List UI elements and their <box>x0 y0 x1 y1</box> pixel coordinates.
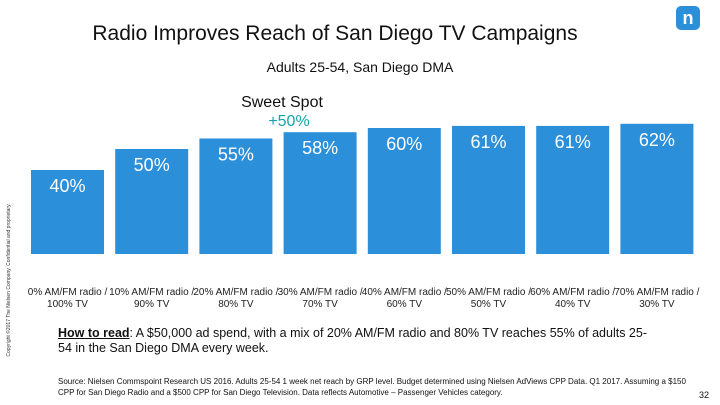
logo: n <box>683 8 694 28</box>
bar <box>199 138 273 254</box>
copyright: Copyright ©2017 The Nielsen Company. Con… <box>5 203 12 356</box>
value-label: 61% <box>555 132 591 152</box>
how-to-read-label: How to read <box>58 326 130 340</box>
bar <box>115 149 189 254</box>
value-label: 62% <box>639 130 675 150</box>
value-label: 40% <box>49 176 85 196</box>
annotation-value: +50% <box>268 113 309 130</box>
x-tick-label: 0% AM/FM radio / 100% TV <box>27 287 108 310</box>
value-label: 55% <box>218 145 254 165</box>
x-tick-label: 50% AM/FM radio / 50% TV <box>445 287 532 310</box>
value-label: 61% <box>470 132 506 152</box>
value-label: 50% <box>134 155 170 175</box>
bar <box>283 132 357 254</box>
chart-title: Radio Improves Reach of San Diego TV Cam… <box>92 22 577 45</box>
x-tick-label: 60% AM/FM radio / 40% TV <box>530 287 616 310</box>
bar <box>620 123 694 254</box>
x-tick-label: 30% AM/FM radio / 70% TV <box>277 287 363 310</box>
x-tick-label: 40% AM/FM radio / 60% TV <box>361 287 447 310</box>
how-to-read-text: : A $50,000 ad spend, with a mix of 20% … <box>58 326 647 355</box>
bar <box>367 128 441 254</box>
bar <box>536 125 610 255</box>
x-tick-label: 70% AM/FM radio / 30% TV <box>614 287 700 310</box>
logo-bg <box>676 6 700 30</box>
annotation: Sweet Spot <box>241 94 323 111</box>
x-tick-label: 10% AM/FM radio / 90% TV <box>109 287 195 310</box>
value-label: 60% <box>386 134 422 154</box>
chart-subtitle: Adults 25-54, San Diego DMA <box>267 59 454 75</box>
bar <box>452 125 525 255</box>
x-tick-label: 20% AM/FM radio / 80% TV <box>193 287 279 310</box>
bar <box>31 170 104 254</box>
source: Source: Nielsen Commspoint Research US 2… <box>58 377 686 397</box>
how-to-read: How to read: A $50,000 ad spend, with a … <box>58 326 658 356</box>
page-number: 32 <box>699 390 709 400</box>
value-label: 58% <box>302 138 338 158</box>
